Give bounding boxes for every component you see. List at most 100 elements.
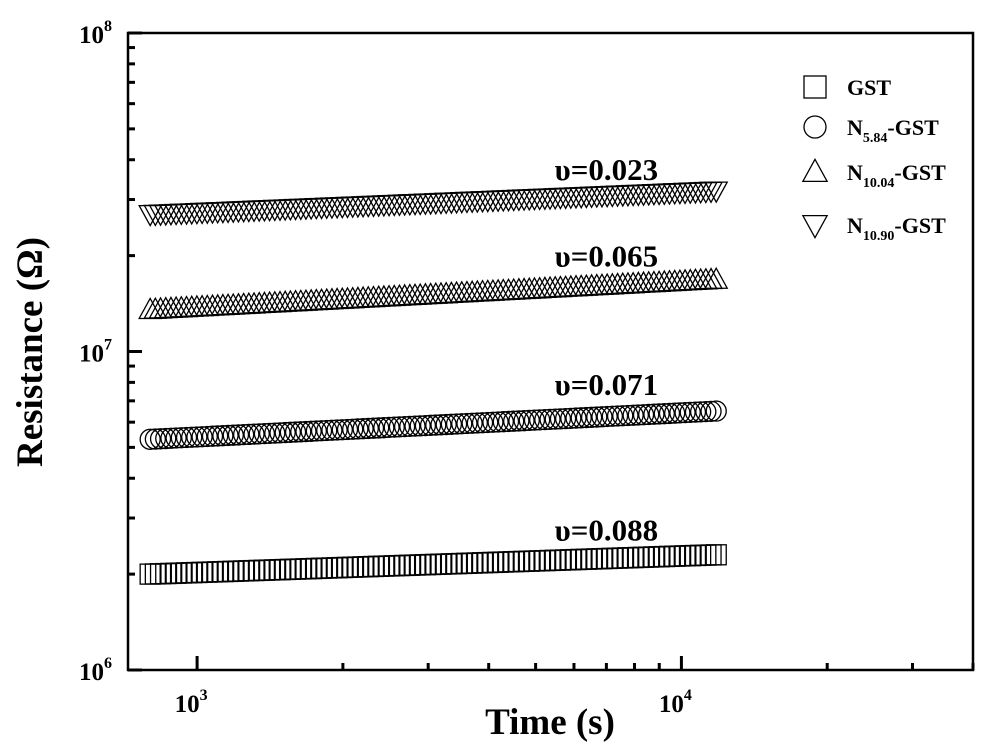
data-point <box>471 412 494 434</box>
data-point <box>606 405 629 427</box>
data-point <box>704 266 729 289</box>
data-point <box>248 423 270 445</box>
axis-ticks <box>128 31 975 672</box>
data-point <box>279 421 302 443</box>
data-point <box>409 415 431 437</box>
data-point <box>342 418 364 440</box>
data-point <box>300 420 322 442</box>
data-point <box>534 408 556 431</box>
data-point <box>560 407 582 429</box>
data-point <box>399 415 421 438</box>
data-point <box>565 407 587 429</box>
data-point <box>658 402 681 425</box>
legend-item: N5.84-GST <box>803 115 939 146</box>
slope-annotation: υ=0.065 <box>555 238 659 273</box>
data-point <box>290 421 312 443</box>
y-tick-label: 108 <box>79 18 112 49</box>
data-point <box>305 420 327 442</box>
data-point <box>440 413 463 435</box>
data-point <box>508 410 530 432</box>
data-point <box>601 405 624 427</box>
data-point <box>477 411 499 434</box>
data-point <box>284 421 307 443</box>
data-point <box>482 411 504 433</box>
data-point <box>648 403 670 425</box>
data-point <box>445 413 468 435</box>
data-point <box>627 404 649 426</box>
legend-item: N10.90-GST <box>801 213 946 244</box>
data-point <box>586 406 608 428</box>
data-point <box>643 403 665 425</box>
data-point <box>684 401 707 423</box>
data-point <box>196 425 218 448</box>
data-point <box>149 428 172 450</box>
data-point <box>295 420 317 443</box>
data-point <box>679 401 701 424</box>
slope-annotation: υ=0.071 <box>555 367 659 402</box>
y-tick-label: 107 <box>79 337 112 368</box>
data-point <box>419 414 442 436</box>
data-point <box>518 409 540 432</box>
data-point <box>487 411 509 433</box>
data-point <box>347 418 369 440</box>
data-point <box>373 417 395 439</box>
data-point <box>222 424 244 446</box>
data-point <box>175 426 198 449</box>
legend-item: N10.04-GST <box>801 158 946 191</box>
data-point <box>310 420 333 442</box>
data-point <box>155 427 177 450</box>
x-tick-label: 103 <box>175 687 208 718</box>
data-point <box>186 426 208 448</box>
data-point <box>227 424 250 446</box>
data-point <box>622 404 644 426</box>
data-point <box>243 423 265 445</box>
data-point <box>357 417 379 440</box>
data-point <box>544 408 566 430</box>
data-point <box>503 410 525 432</box>
data-point <box>238 423 260 446</box>
data-point <box>638 403 660 426</box>
data-point <box>383 416 405 438</box>
data-point <box>331 419 353 441</box>
data-point <box>461 412 483 434</box>
annotations: υ=0.088 υ=0.071 υ=0.065 υ=0.023 <box>555 152 659 547</box>
series-4 <box>138 181 729 227</box>
data-point <box>316 419 338 442</box>
data-point <box>160 427 182 449</box>
data-point <box>212 425 234 447</box>
data-point <box>632 404 655 426</box>
data-point <box>669 402 691 424</box>
data-point <box>253 422 276 445</box>
series-1 <box>139 544 727 585</box>
data-point <box>664 402 686 424</box>
slope-annotation: υ=0.023 <box>555 152 659 187</box>
data-point <box>217 424 239 447</box>
data-point <box>144 428 167 450</box>
data-point <box>232 424 255 446</box>
data-point <box>539 408 561 431</box>
legend: GST N5.84-GST N10.04-GST N10.90-GST <box>801 75 946 244</box>
data-point <box>596 405 618 428</box>
series-3 <box>138 266 729 320</box>
data-point <box>321 419 343 441</box>
data-point <box>274 421 296 444</box>
data-point <box>258 422 281 445</box>
data-point <box>451 413 473 435</box>
data-point <box>570 407 592 429</box>
data-point <box>378 416 400 439</box>
data-point <box>362 417 385 439</box>
data-point <box>368 417 390 439</box>
data-point <box>523 409 546 431</box>
data-point <box>695 400 717 423</box>
data-point <box>575 406 598 429</box>
data-point <box>554 407 577 430</box>
data-point <box>497 410 520 433</box>
data-point <box>165 427 187 449</box>
legend-label: N5.84-GST <box>847 115 939 146</box>
data-point <box>181 426 203 448</box>
legend-marker <box>801 158 829 183</box>
data-point <box>269 422 291 444</box>
legend-marker <box>803 75 827 99</box>
slope-annotation: υ=0.088 <box>555 513 659 548</box>
